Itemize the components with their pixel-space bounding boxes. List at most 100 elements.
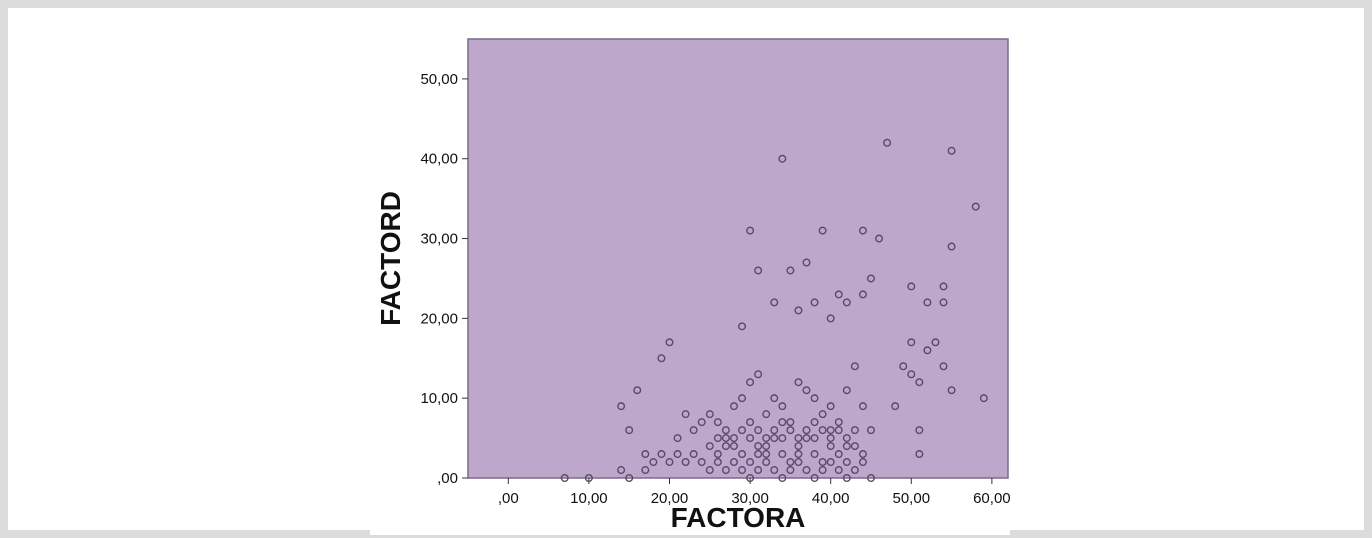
scatter-point (770, 466, 779, 475)
scatter-point (665, 458, 674, 467)
scatter-point (657, 450, 666, 459)
scatter-point (834, 426, 843, 435)
scatter-point (786, 266, 795, 275)
scatter-point (633, 386, 642, 395)
x-tick-label: 10,00 (570, 490, 608, 507)
scatter-point (778, 450, 787, 459)
scatter-point (858, 450, 867, 459)
scatter-point (939, 298, 948, 307)
scatter-point (681, 458, 690, 467)
scatter-point (810, 450, 819, 459)
scatter-point (850, 426, 859, 435)
scatter-point (641, 466, 650, 475)
scatter-point (834, 466, 843, 475)
scatter-point (721, 442, 730, 451)
scatter-point (762, 434, 771, 443)
scatter-point (754, 266, 763, 275)
scatter-point (729, 434, 738, 443)
scatter-point (907, 282, 916, 291)
scatter-point (810, 418, 819, 427)
scatter-point (657, 354, 666, 363)
x-axis-title: FACTORA (671, 502, 806, 533)
scatter-point (826, 314, 835, 323)
scatter-point (915, 378, 924, 387)
scatter-point (786, 466, 795, 475)
scatter-plot-svg: ,00 10,00 20,00 30,00 40,00 50,00 ,00 10,00 20,0… (375, 38, 1010, 533)
plot-area (467, 38, 1009, 479)
scatter-point (778, 434, 787, 443)
scatter-point (625, 474, 634, 483)
scatter-point (746, 378, 755, 387)
scatter-point (786, 458, 795, 467)
scatter-point (802, 434, 811, 443)
scatter-point (794, 458, 803, 467)
scatter-point (826, 402, 835, 411)
scatter-point (713, 458, 722, 467)
scatter-point (762, 458, 771, 467)
scatter-point (778, 474, 787, 483)
scatter-point (810, 474, 819, 483)
scatter-point (746, 458, 755, 467)
scatter-point (923, 346, 932, 355)
scatter-point (754, 442, 763, 451)
scatter-point (947, 242, 956, 251)
scatter-point (713, 450, 722, 459)
y-tick-label: 20,00 (420, 310, 458, 327)
scatter-point (802, 386, 811, 395)
scatter-point (947, 146, 956, 155)
scatter-point (802, 258, 811, 267)
scatter-point (947, 386, 956, 395)
scatter-point (746, 226, 755, 235)
scatter-point (923, 298, 932, 307)
y-tick-label: 30,00 (420, 231, 458, 248)
scatter-point (762, 442, 771, 451)
scatter-point (883, 138, 892, 147)
scatter-point (762, 410, 771, 419)
scatter-point (738, 426, 747, 435)
scatter-point (746, 474, 755, 483)
scatter-point (794, 450, 803, 459)
scatter-point (689, 426, 698, 435)
scatter-point (713, 434, 722, 443)
scatter-point (713, 418, 722, 427)
scatter-point (673, 434, 682, 443)
scatter-point (754, 370, 763, 379)
scatter-point (794, 378, 803, 387)
y-axis-title: FACTORD (375, 191, 406, 326)
scatter-point (931, 338, 940, 347)
x-tick-label: 30,00 (731, 490, 769, 507)
scatter-point (842, 298, 851, 307)
scatter-point (560, 474, 569, 483)
data-points (560, 138, 988, 483)
scatter-point (746, 418, 755, 427)
scatter-point (584, 474, 593, 483)
scatter-point (826, 426, 835, 435)
x-tick-label: ,00 (498, 490, 519, 507)
scatter-point (826, 434, 835, 443)
scatter-point (834, 290, 843, 299)
scatter-point (794, 442, 803, 451)
scatter-point (770, 298, 779, 307)
scatter-point (697, 418, 706, 427)
y-tick-label: 50,00 (420, 71, 458, 88)
scatter-point (850, 442, 859, 451)
scatter-point (826, 458, 835, 467)
scatter-point (810, 394, 819, 403)
scatter-point (915, 450, 924, 459)
scatter-point (907, 370, 916, 379)
scatter-point (625, 426, 634, 435)
scatter-point (729, 458, 738, 467)
scatter-point (818, 466, 827, 475)
scatter-point (915, 426, 924, 435)
scatter-point (899, 362, 908, 371)
scatter-point (866, 426, 875, 435)
x-tick-label: 60,00 (973, 490, 1010, 507)
scatter-point (738, 466, 747, 475)
scatter-point (778, 154, 787, 163)
scatter-point (689, 450, 698, 459)
y-tick-label: 10,00 (420, 390, 458, 407)
scatter-point (778, 402, 787, 411)
scatter-point (810, 434, 819, 443)
scatter-point (858, 290, 867, 299)
scatter-point (979, 394, 988, 403)
